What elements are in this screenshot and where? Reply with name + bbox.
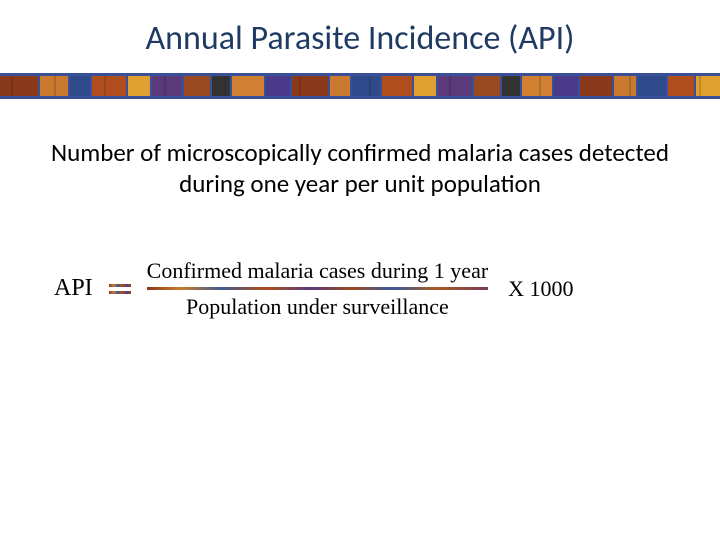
definition-text: Number of microscopically confirmed mala…	[0, 137, 720, 200]
formula: API Confirmed malaria cases during 1 yea…	[0, 256, 720, 322]
formula-lhs: API	[54, 275, 93, 302]
equals-icon	[109, 284, 131, 294]
decorative-band	[0, 73, 720, 99]
formula-denominator: Population under surveillance	[186, 292, 449, 322]
formula-multiplier: X 1000	[508, 276, 573, 302]
formula-fraction: Confirmed malaria cases during 1 year Po…	[147, 256, 488, 322]
formula-numerator: Confirmed malaria cases during 1 year	[147, 256, 488, 286]
fraction-line	[147, 287, 488, 290]
page-title: Annual Parasite Incidence (API)	[0, 0, 720, 73]
